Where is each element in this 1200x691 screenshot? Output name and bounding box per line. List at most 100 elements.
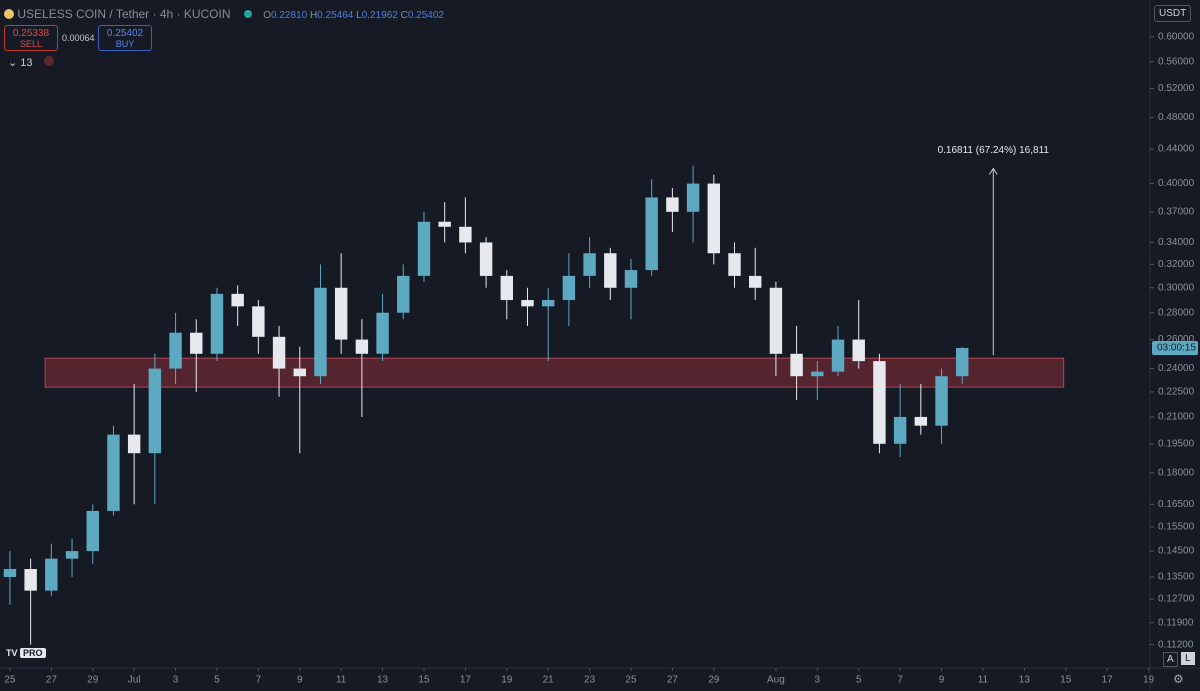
candle-body	[749, 275, 762, 288]
y-tick-label: 0.13500	[1158, 572, 1195, 583]
candle-body	[252, 306, 265, 337]
x-tick-label: 21	[543, 675, 555, 686]
x-tick-label: 23	[584, 675, 596, 686]
x-tick-label: 13	[377, 675, 389, 686]
candle-body	[790, 353, 803, 377]
candle-body	[293, 368, 306, 377]
candle-body	[210, 293, 224, 354]
y-tick-label: 0.24000	[1158, 363, 1195, 374]
y-tick-label: 0.14500	[1158, 546, 1195, 557]
y-tick-label: 0.22500	[1158, 387, 1195, 398]
candle-body	[45, 558, 58, 591]
x-tick-label: 11	[336, 675, 347, 686]
status-dot	[243, 10, 252, 18]
countdown: 03:00:15	[1157, 343, 1196, 354]
l-label: L	[356, 10, 362, 21]
candle-body	[562, 275, 576, 301]
currency-button[interactable]: USDT	[1154, 5, 1192, 22]
x-tick-label: 17	[460, 675, 472, 686]
x-tick-label: 29	[87, 675, 99, 686]
tv-logo: TV PRO	[6, 648, 46, 658]
candle-body	[666, 197, 679, 212]
candle-body	[169, 332, 182, 369]
candle-body	[624, 270, 638, 288]
sell-button[interactable]: 0.25338 SELL	[4, 25, 58, 51]
y-tick-label: 0.11900	[1158, 617, 1194, 628]
candle-body	[127, 434, 141, 454]
sell-label: SELL	[19, 39, 43, 49]
low: 0.21962	[361, 10, 398, 21]
x-tick-label: 9	[297, 675, 303, 686]
arrow-head	[988, 167, 998, 175]
candle-body	[397, 275, 410, 313]
candle-body	[811, 371, 824, 377]
auto-scale-button[interactable]: A	[1163, 652, 1178, 667]
y-tick-label: 0.16500	[1158, 499, 1195, 510]
spread: 0.00064	[62, 33, 95, 43]
y-tick-label: 0.34000	[1158, 237, 1195, 248]
candle-body	[645, 197, 658, 271]
sell-price: 0.25338	[12, 28, 50, 39]
x-tick-label: 3	[815, 675, 821, 686]
log-scale-button[interactable]: L	[1181, 652, 1195, 665]
candle-body	[500, 275, 513, 301]
candle-body	[231, 293, 244, 307]
candle-body	[334, 287, 348, 340]
x-tick-label: 5	[214, 675, 220, 686]
candle-body	[521, 300, 534, 307]
y-tick-label: 0.21000	[1158, 412, 1195, 423]
x-tick-label: Aug	[767, 675, 785, 686]
candle-body	[24, 569, 37, 591]
x-tick-label: 15	[1060, 675, 1072, 686]
measure-label: 0.16811 (67.24%) 16,811	[938, 145, 1050, 156]
candle-body	[604, 253, 617, 288]
candle-body	[873, 361, 886, 444]
x-tick-label: 17	[1102, 675, 1114, 686]
x-tick-label: 27	[667, 675, 679, 686]
settings-icon[interactable]: ⚙	[1173, 672, 1184, 686]
y-tick-label: 0.12700	[1158, 594, 1195, 605]
buy-label: BUY	[115, 39, 135, 49]
y-tick-label: 0.44000	[1158, 144, 1195, 155]
close: 0.25402	[407, 10, 444, 21]
candle-body	[417, 221, 431, 276]
open: 0.22810	[271, 10, 308, 21]
candle-body	[3, 569, 17, 577]
candle-body	[459, 226, 472, 243]
buy-price: 0.25402	[106, 28, 144, 39]
candle-body	[190, 332, 203, 354]
y-tick-label: 0.30000	[1158, 282, 1195, 293]
x-tick-label: 3	[173, 675, 179, 686]
logo-badge: PRO	[20, 648, 46, 658]
y-tick-label: 0.56000	[1158, 56, 1195, 67]
y-tick-label: 0.52000	[1158, 83, 1195, 94]
candle-body	[272, 336, 286, 369]
candle-body	[86, 510, 99, 552]
x-tick-label: 29	[708, 675, 720, 686]
candle-body	[893, 416, 907, 444]
candle-body	[769, 287, 783, 354]
candle-body	[541, 300, 555, 307]
x-tick-label: 7	[897, 675, 903, 686]
candle-body	[583, 253, 596, 276]
header: USELESS COIN / Tether · 4h · KUCOIN O0.2…	[4, 7, 444, 21]
buy-button[interactable]: 0.25402 BUY	[98, 25, 152, 51]
x-tick-label: 25	[4, 675, 16, 686]
candle-body	[65, 551, 79, 559]
candle-body	[376, 312, 389, 354]
price-tag	[1152, 341, 1198, 356]
candle-body	[686, 183, 700, 212]
coin-icon	[4, 9, 14, 19]
y-tick-label: 0.37000	[1158, 206, 1195, 217]
y-tick-label: 0.48000	[1158, 112, 1195, 123]
x-tick-label: 5	[856, 675, 862, 686]
y-tick-label: 0.19500	[1158, 438, 1195, 449]
candle-body	[935, 376, 948, 426]
candle-body	[707, 183, 721, 254]
y-tick-label: 0.28000	[1158, 307, 1195, 318]
indicators-toggle[interactable]: ⌄ 13	[8, 56, 54, 69]
c-label: C	[400, 10, 408, 21]
y-tick-label: 0.32000	[1158, 259, 1195, 270]
